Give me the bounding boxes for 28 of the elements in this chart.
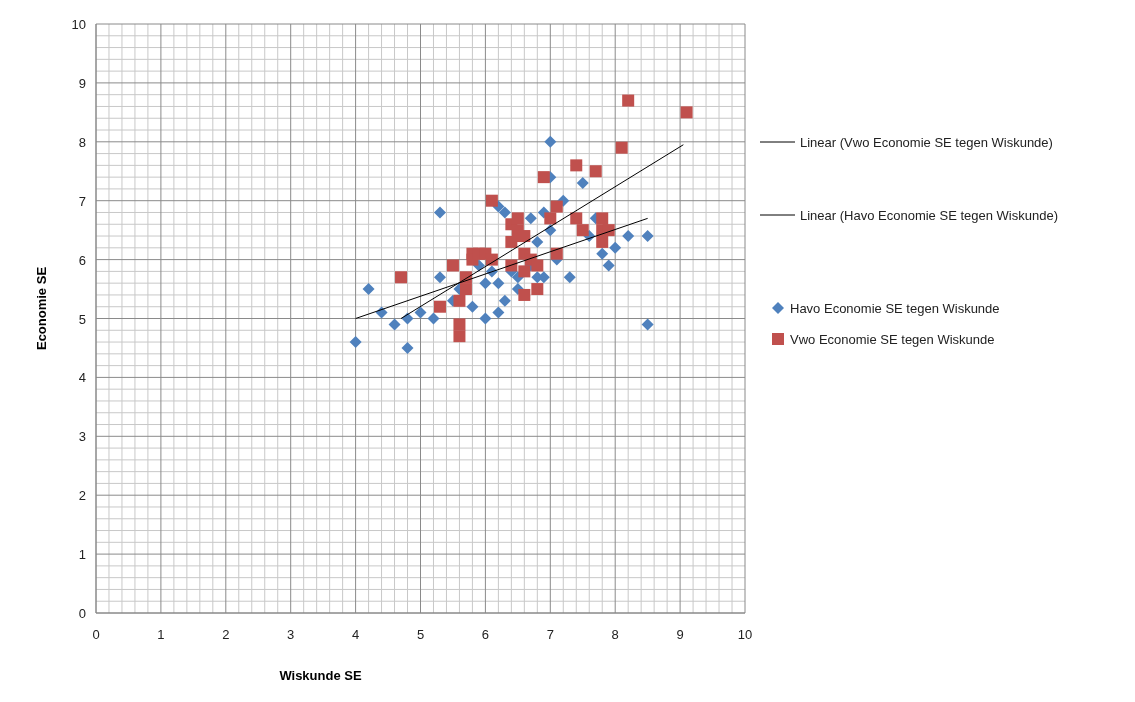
x-tick-label: 0	[92, 627, 100, 642]
y-tick-label: 9	[78, 75, 86, 91]
y-tick-label: 10	[71, 17, 86, 32]
x-tick-label: 8	[611, 627, 619, 642]
x-tick-label: 1	[157, 627, 165, 642]
y-tick-label: 7	[78, 193, 86, 209]
x-tick-label: 3	[287, 627, 295, 642]
y-tick-label: 4	[78, 370, 86, 386]
y-tick-label: 3	[78, 429, 86, 445]
y-tick-label: 2	[78, 488, 86, 504]
legend-label: Linear (Vwo Economie SE tegen Wiskunde)	[800, 135, 1053, 150]
x-tick-label: 6	[481, 627, 490, 642]
legend-label: Linear (Havo Economie SE tegen Wiskunde)	[800, 208, 1058, 223]
y-tick-label: 8	[78, 134, 86, 150]
legend-label: Havo Economie SE tegen Wiskunde	[790, 301, 1000, 316]
y-tick-label: 0	[78, 606, 86, 621]
y-axis-title: Economie SE	[34, 266, 49, 351]
y-tick-label: 1	[78, 547, 86, 563]
y-tick-label: 5	[78, 311, 86, 327]
x-tick-label: 4	[351, 627, 360, 642]
x-tick-label: 2	[222, 627, 230, 642]
x-tick-label: 7	[546, 627, 554, 642]
x-tick-label: 10	[737, 627, 753, 642]
x-tick-label: 9	[676, 627, 684, 642]
x-tick-label: 5	[416, 627, 425, 642]
x-axis-title: Wiskunde SE	[279, 668, 362, 683]
legend-label: Vwo Economie SE tegen Wiskunde	[790, 332, 995, 347]
y-tick-label: 6	[78, 252, 86, 268]
